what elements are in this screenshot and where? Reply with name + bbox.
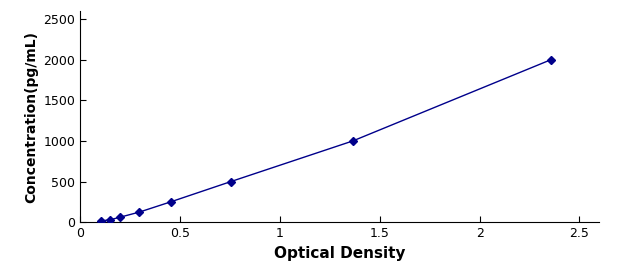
- X-axis label: Optical Density: Optical Density: [274, 246, 405, 261]
- Y-axis label: Concentration(pg/mL): Concentration(pg/mL): [24, 31, 38, 202]
